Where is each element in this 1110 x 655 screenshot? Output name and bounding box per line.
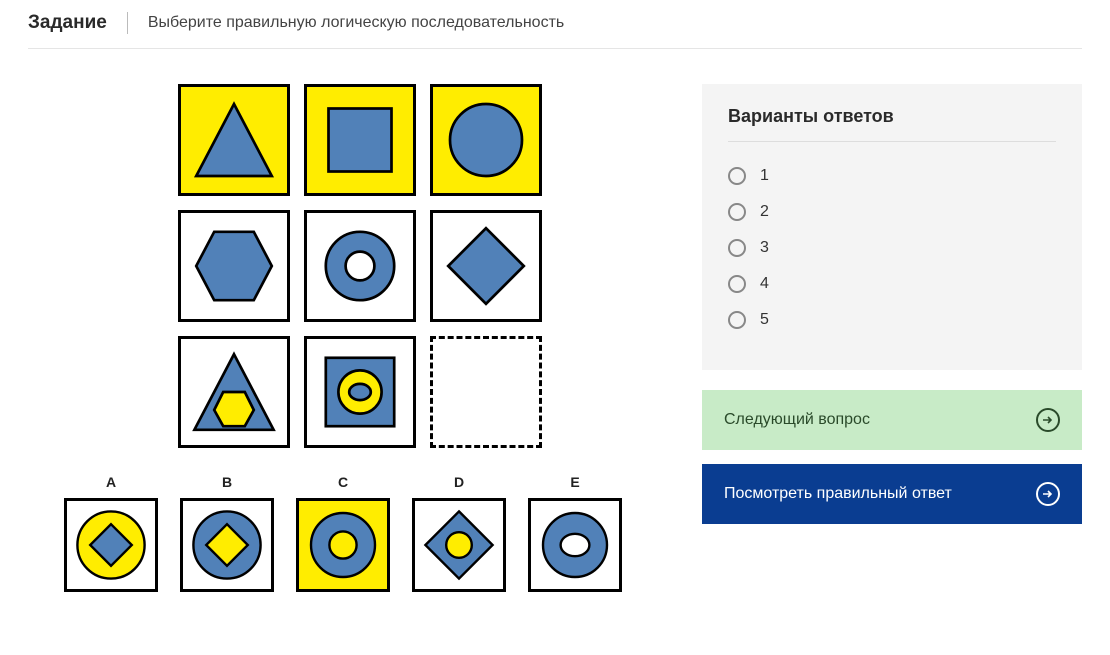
task-instruction: Выберите правильную логическую последова… bbox=[148, 14, 564, 32]
arrow-right-icon bbox=[1036, 408, 1060, 432]
arrow-right-icon bbox=[1036, 482, 1060, 506]
puzzle-area: A B C D bbox=[28, 84, 654, 592]
option-A[interactable]: A bbox=[64, 474, 158, 592]
grid-cell-8 bbox=[304, 336, 416, 448]
option-B[interactable]: B bbox=[180, 474, 274, 592]
radio-icon bbox=[728, 203, 746, 221]
header-divider bbox=[127, 12, 128, 34]
next-button-label: Следующий вопрос bbox=[724, 411, 870, 429]
options-row: A B C D bbox=[64, 474, 654, 592]
answer-option-1[interactable]: 1 bbox=[728, 158, 1056, 194]
answer-option-5[interactable]: 5 bbox=[728, 302, 1056, 338]
grid-cell-9-missing bbox=[430, 336, 542, 448]
radio-label: 3 bbox=[760, 239, 769, 257]
grid-cell-1 bbox=[178, 84, 290, 196]
next-question-button[interactable]: Следующий вопрос bbox=[702, 390, 1082, 450]
sidebar: Варианты ответов 1 2 3 4 5 bbox=[702, 84, 1082, 592]
option-label: E bbox=[528, 474, 622, 490]
grid-cell-7 bbox=[178, 336, 290, 448]
option-label: C bbox=[296, 474, 390, 490]
answers-title: Варианты ответов bbox=[728, 106, 1056, 127]
radio-icon bbox=[728, 311, 746, 329]
grid-cell-6 bbox=[430, 210, 542, 322]
radio-icon bbox=[728, 167, 746, 185]
radio-icon bbox=[728, 239, 746, 257]
answer-option-2[interactable]: 2 bbox=[728, 194, 1056, 230]
content: A B C D bbox=[28, 84, 1082, 592]
grid-cell-3 bbox=[430, 84, 542, 196]
task-title: Задание bbox=[28, 12, 107, 34]
grid-cell-4 bbox=[178, 210, 290, 322]
option-D[interactable]: D bbox=[412, 474, 506, 592]
option-label: B bbox=[180, 474, 274, 490]
grid-cell-5 bbox=[304, 210, 416, 322]
show-answer-label: Посмотреть правильный ответ bbox=[724, 485, 952, 503]
radio-icon bbox=[728, 275, 746, 293]
answer-option-4[interactable]: 4 bbox=[728, 266, 1056, 302]
option-E[interactable]: E bbox=[528, 474, 622, 592]
show-answer-button[interactable]: Посмотреть правильный ответ bbox=[702, 464, 1082, 524]
radio-label: 2 bbox=[760, 203, 769, 221]
answers-panel: Варианты ответов 1 2 3 4 5 bbox=[702, 84, 1082, 370]
answers-divider bbox=[728, 141, 1056, 142]
radio-label: 5 bbox=[760, 311, 769, 329]
option-label: A bbox=[64, 474, 158, 490]
puzzle-grid bbox=[178, 84, 654, 448]
option-label: D bbox=[412, 474, 506, 490]
option-C[interactable]: C bbox=[296, 474, 390, 592]
radio-label: 4 bbox=[760, 275, 769, 293]
header: Задание Выберите правильную логическую п… bbox=[28, 12, 1082, 49]
radio-label: 1 bbox=[760, 167, 769, 185]
answer-option-3[interactable]: 3 bbox=[728, 230, 1056, 266]
grid-cell-2 bbox=[304, 84, 416, 196]
